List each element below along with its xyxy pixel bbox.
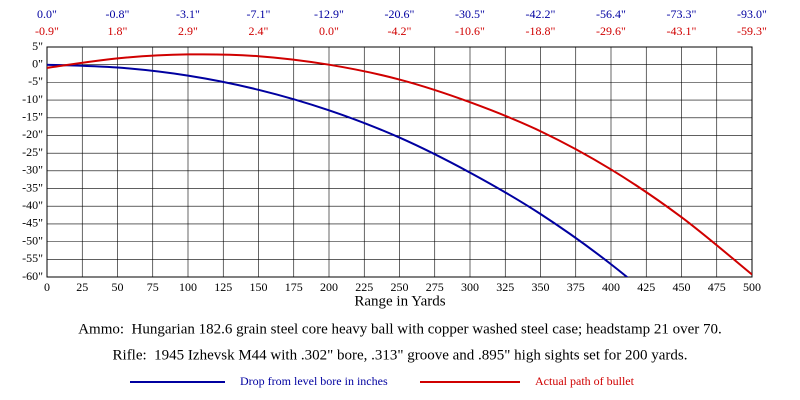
value-label: -59.3" <box>737 24 767 38</box>
y-tick-label: -60" <box>22 269 43 283</box>
value-label: 2.9" <box>178 24 198 38</box>
value-label: -0.9" <box>35 24 59 38</box>
annotation: Rifle: 1945 Izhevsk M44 with .302" bore,… <box>113 347 688 363</box>
value-label: -93.0" <box>737 7 767 21</box>
value-label: -56.4" <box>596 7 626 21</box>
value-label: 1.8" <box>108 24 128 38</box>
value-label: -0.8" <box>106 7 130 21</box>
value-label: 0.0" <box>319 24 339 38</box>
x-tick-label: 425 <box>637 280 655 294</box>
y-tick-label: -5" <box>28 74 43 88</box>
x-tick-label: 300 <box>461 280 479 294</box>
annotation: Ammo: Hungarian 182.6 grain steel core h… <box>78 321 722 337</box>
x-tick-label: 475 <box>708 280 726 294</box>
y-tick-label: -15" <box>22 110 43 124</box>
legend-label: Actual path of bullet <box>535 374 635 388</box>
x-tick-label: 400 <box>602 280 620 294</box>
y-tick-label: -35" <box>22 180 43 194</box>
value-label: -20.6" <box>385 7 415 21</box>
value-label: -30.5" <box>455 7 485 21</box>
x-tick-label: 500 <box>743 280 761 294</box>
legend-label: Drop from level bore in inches <box>240 374 388 388</box>
value-label: 2.4" <box>249 24 269 38</box>
y-tick-label: -45" <box>22 216 43 230</box>
value-label: -42.2" <box>526 7 556 21</box>
value-label: -18.8" <box>526 24 556 38</box>
series-line <box>47 63 629 277</box>
y-tick-label: -30" <box>22 163 43 177</box>
y-tick-label: 0" <box>32 56 43 70</box>
x-tick-label: 175 <box>285 280 303 294</box>
plot-border <box>46 46 753 278</box>
value-label: -12.9" <box>314 7 344 21</box>
x-tick-label: 325 <box>496 280 514 294</box>
x-tick-label: 125 <box>214 280 232 294</box>
y-tick-label: -50" <box>22 233 43 247</box>
x-tick-label: 250 <box>391 280 409 294</box>
value-label: -73.3" <box>667 7 697 21</box>
x-tick-label: 25 <box>76 280 88 294</box>
x-tick-label: 150 <box>250 280 268 294</box>
x-tick-label: 375 <box>567 280 585 294</box>
x-tick-label: 50 <box>112 280 124 294</box>
y-tick-label: 5" <box>32 39 43 53</box>
x-axis-label: Range in Yards <box>354 293 445 309</box>
value-label: -43.1" <box>667 24 697 38</box>
x-tick-label: 450 <box>673 280 691 294</box>
value-label: -7.1" <box>247 7 271 21</box>
value-label: -10.6" <box>455 24 485 38</box>
x-tick-label: 75 <box>147 280 159 294</box>
y-tick-label: -20" <box>22 127 43 141</box>
x-tick-label: 225 <box>355 280 373 294</box>
value-label: 0.0" <box>37 7 57 21</box>
x-tick-label: 275 <box>426 280 444 294</box>
x-tick-label: 0 <box>44 280 50 294</box>
y-tick-label: -40" <box>22 198 43 212</box>
value-label: -3.1" <box>176 7 200 21</box>
x-tick-label: 100 <box>179 280 197 294</box>
x-tick-label: 200 <box>320 280 338 294</box>
y-tick-label: -55" <box>22 251 43 265</box>
y-tick-label: -25" <box>22 145 43 159</box>
series-line <box>47 53 752 276</box>
value-label: -29.6" <box>596 24 626 38</box>
y-tick-label: -10" <box>22 92 43 106</box>
x-tick-label: 350 <box>532 280 550 294</box>
value-label: -4.2" <box>388 24 412 38</box>
